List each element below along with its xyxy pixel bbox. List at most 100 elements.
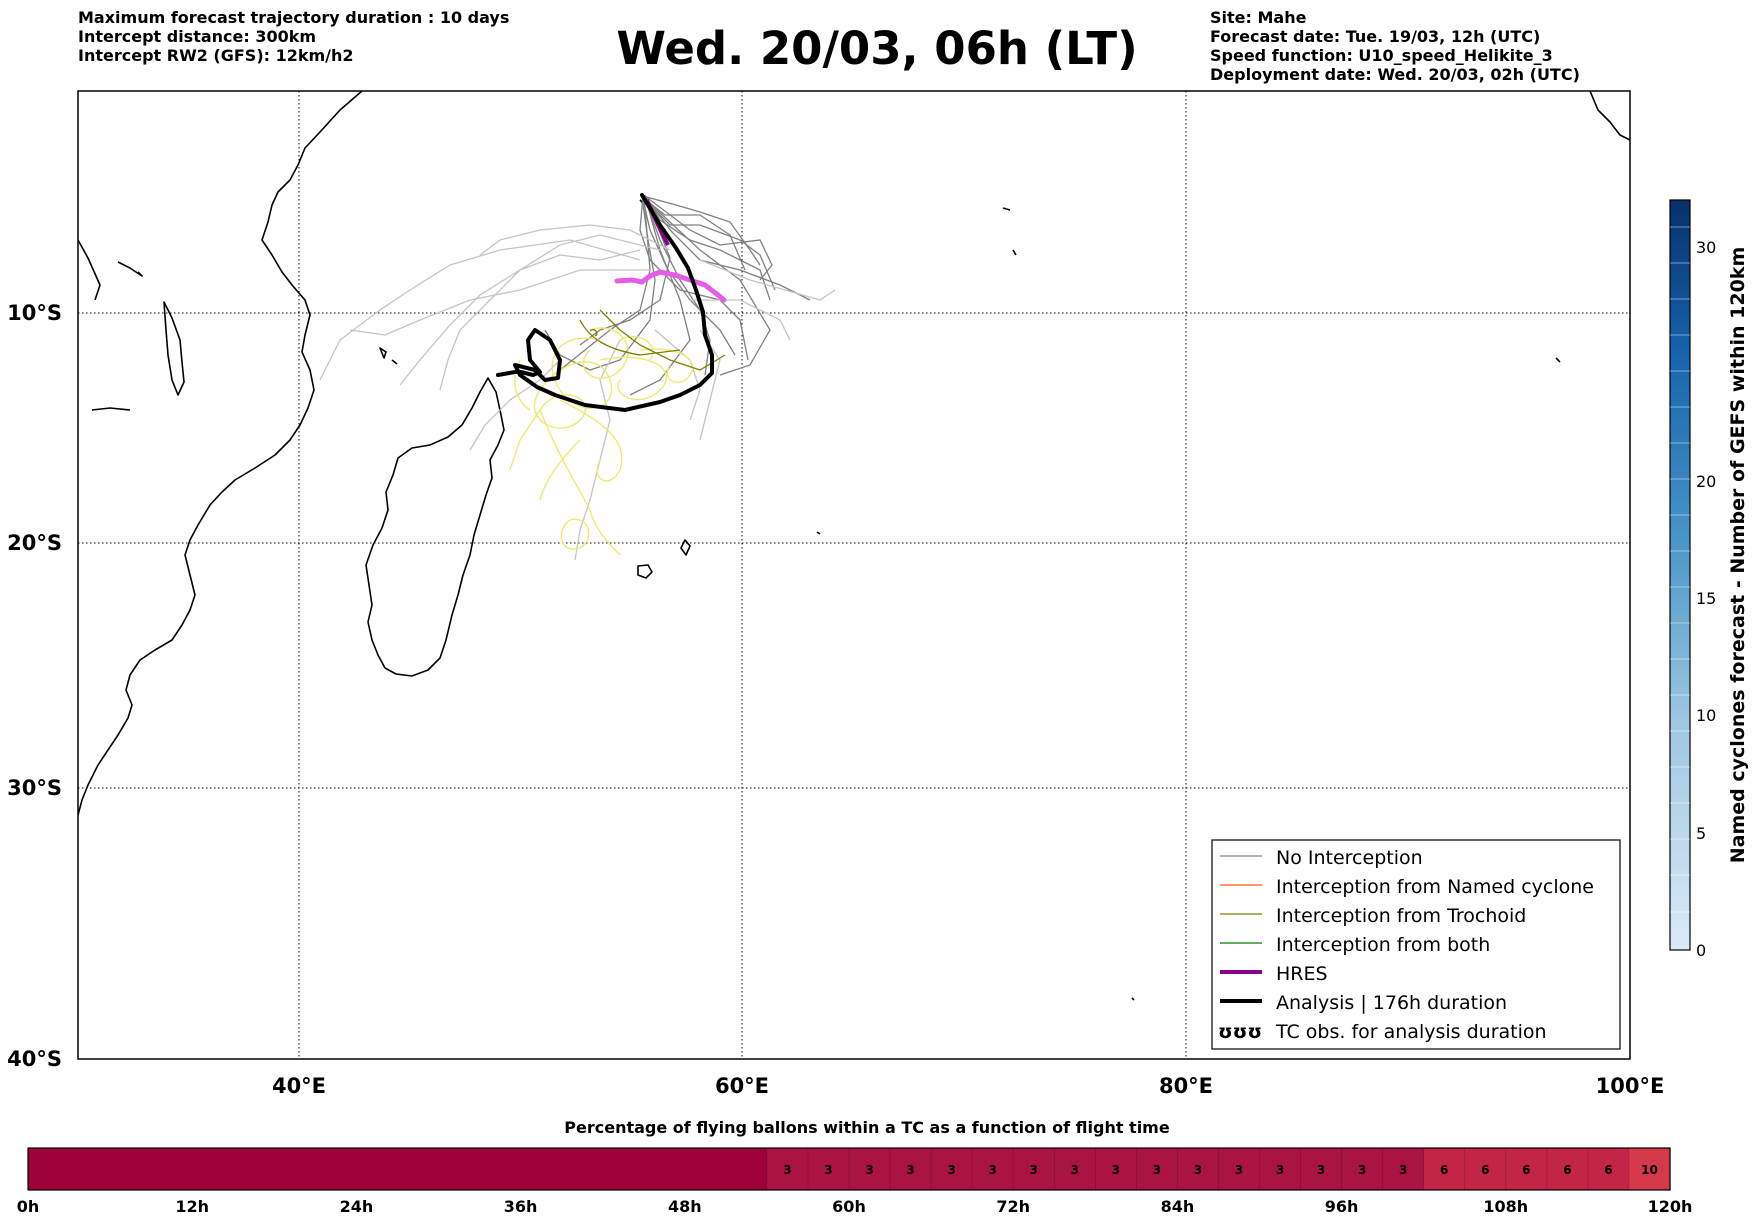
time-bar-cell-value: 3	[1399, 1163, 1407, 1177]
analysis-trajectory	[496, 193, 714, 412]
time-bar-tick-label: 48h	[668, 1197, 702, 1216]
time-bar-cell-value: 3	[1071, 1163, 1079, 1177]
chagos-island	[1002, 207, 1011, 211]
trochoid-interception-trajectories	[579, 309, 726, 371]
lat-tick-40s: 40°S	[7, 1047, 62, 1071]
intercept-distance-text: Intercept distance: 300km	[78, 27, 317, 46]
max-duration-text: Maximum forecast trajectory duration : 1…	[78, 8, 510, 27]
time-bar-cell	[315, 1148, 357, 1190]
time-bar: Percentage of flying ballons within a TC…	[17, 1118, 1693, 1216]
legend-label-named-cyclone: Interception from Named cyclone	[1276, 876, 1594, 898]
time-bar-frame	[27, 1147, 1671, 1191]
time-bar-cell	[69, 1148, 111, 1190]
time-bar-cell	[1136, 1147, 1179, 1191]
madagascar-coast	[365, 377, 505, 677]
comoros-b	[391, 359, 398, 365]
colorbar-tick-0: 0	[1696, 941, 1706, 960]
map-gridlines	[78, 91, 1630, 1059]
small-island-b	[1131, 997, 1135, 1001]
map-axis-labels: 40°E 60°E 80°E 100°E 10°S 20°S 30°S 40°S	[7, 301, 1664, 1098]
colorbar-tick-20: 20	[1696, 472, 1716, 491]
time-bar-tick-label: 12h	[175, 1197, 209, 1216]
time-bar-cell-value: 3	[1276, 1163, 1284, 1177]
colorbar: 0 5 10 15 20 30 Named cyclones forecast …	[1669, 199, 1749, 960]
east-africa-lake	[91, 407, 131, 411]
coastlines	[78, 91, 1630, 1001]
time-bar-cell	[1012, 1147, 1056, 1191]
time-bar-cell	[192, 1148, 234, 1190]
time-bar-cell-value: 6	[1604, 1163, 1612, 1177]
time-bar-cell-value: 3	[1112, 1163, 1120, 1177]
time-bar-cell-value: 6	[1522, 1163, 1530, 1177]
time-bar-cell-value: 3	[783, 1163, 791, 1177]
legend-label-both: Interception from both	[1276, 934, 1490, 956]
legend-label-hres: HRES	[1276, 963, 1328, 985]
time-bar-cell	[479, 1148, 522, 1190]
lat-tick-30s: 30°S	[7, 776, 62, 800]
legend-label-tc-obs: TC obs. for analysis duration	[1275, 1021, 1547, 1043]
time-bar-cell	[1177, 1147, 1220, 1191]
time-bar-cell	[356, 1148, 398, 1190]
time-bar-cell-value: 3	[865, 1163, 873, 1177]
time-bar-cell	[1505, 1147, 1548, 1191]
speed-function-text: Speed function: U10_speed_Helikite_3	[1210, 46, 1553, 65]
time-bar-cell-value: 6	[1440, 1163, 1448, 1177]
mauritius-island	[680, 539, 691, 556]
lat-tick-10s: 10°S	[7, 301, 62, 325]
time-bar-cell-value: 3	[1317, 1163, 1325, 1177]
colorbar-gradient	[1669, 199, 1691, 951]
header-left: Maximum forecast trajectory duration : 1…	[78, 8, 509, 65]
colorbar-tick-30: 30	[1696, 238, 1716, 257]
deployment-date-text: Deployment date: Wed. 20/03, 02h (UTC)	[1210, 65, 1580, 84]
time-bar-cell	[397, 1148, 439, 1190]
time-bar-cell	[889, 1147, 932, 1191]
time-bar-cell	[274, 1148, 316, 1190]
time-bar-cell	[807, 1147, 850, 1191]
time-bar-cell-value: 6	[1563, 1163, 1571, 1177]
colorbar-tick-5: 5	[1696, 824, 1706, 843]
time-bar-ticks: 0h 12h 24h 36h 48h 60h 72h 84h 96h 108h 120h	[17, 1197, 1693, 1216]
time-bar-cell-value: 3	[1235, 1163, 1243, 1177]
time-bar-tick-label: 60h	[832, 1197, 866, 1216]
legend-box	[1211, 839, 1621, 1050]
lake-nyasa	[163, 301, 185, 396]
time-bar-tick-label: 108h	[1483, 1197, 1528, 1216]
chagos-island-b	[1012, 249, 1017, 256]
time-bar-tick-label: 72h	[996, 1197, 1030, 1216]
time-bar-tick-label: 0h	[17, 1197, 40, 1216]
lat-tick-20s: 20°S	[7, 531, 62, 555]
mozambique-inlet	[78, 239, 101, 301]
lon-tick-60e: 60°E	[715, 1074, 769, 1098]
time-bar-tick-label: 36h	[504, 1197, 538, 1216]
legend-label-analysis: Analysis | 176h duration	[1276, 992, 1507, 1014]
time-bar-cell	[28, 1148, 70, 1190]
small-island-a	[816, 531, 821, 535]
time-bar-cell	[151, 1148, 193, 1190]
time-bar-cell-value: 3	[1030, 1163, 1038, 1177]
time-bar-cell	[1546, 1147, 1589, 1191]
time-bar-cell	[1259, 1147, 1302, 1191]
legend-label-trochoid: Interception from Trochoid	[1276, 905, 1526, 927]
time-bar-cell-value: 3	[824, 1163, 832, 1177]
legend-label-no-interception: No Interception	[1276, 847, 1423, 869]
time-bar-tick-label: 96h	[1325, 1197, 1359, 1216]
header-right: Site: Mahe Forecast date: Tue. 19/03, 12…	[1210, 8, 1580, 84]
colorbar-tick-10: 10	[1696, 706, 1716, 725]
time-bar-cell	[684, 1148, 727, 1190]
time-bar-tick-label: 24h	[340, 1197, 374, 1216]
time-bar-cell	[1628, 1147, 1671, 1191]
colorbar-segments	[1670, 226, 1690, 913]
time-bar-cell	[1095, 1147, 1138, 1191]
legend: ʊʊʊ No Interception Interception from Na…	[1211, 839, 1621, 1050]
time-bar-cell	[520, 1148, 563, 1190]
time-bar-cell-value: 3	[947, 1163, 955, 1177]
legend-swatch-tc-obs: ʊʊʊ	[1218, 1021, 1262, 1043]
time-bar-cell	[110, 1148, 152, 1190]
lake-tanganyika	[117, 261, 143, 277]
time-bar-cells: 3 3 3 3 3 3 3 3 3 3 3 3 3 3 3 3 6 6 6 6 6 10	[28, 1147, 1671, 1191]
time-bar-cell-value: 10	[1641, 1163, 1658, 1177]
time-bar-cell	[1341, 1147, 1384, 1191]
time-bar-tick-label: 120h	[1648, 1197, 1693, 1216]
intercept-rw2-text: Intercept RW2 (GFS): 12km/h2	[78, 46, 354, 65]
time-bar-cell	[643, 1148, 686, 1190]
